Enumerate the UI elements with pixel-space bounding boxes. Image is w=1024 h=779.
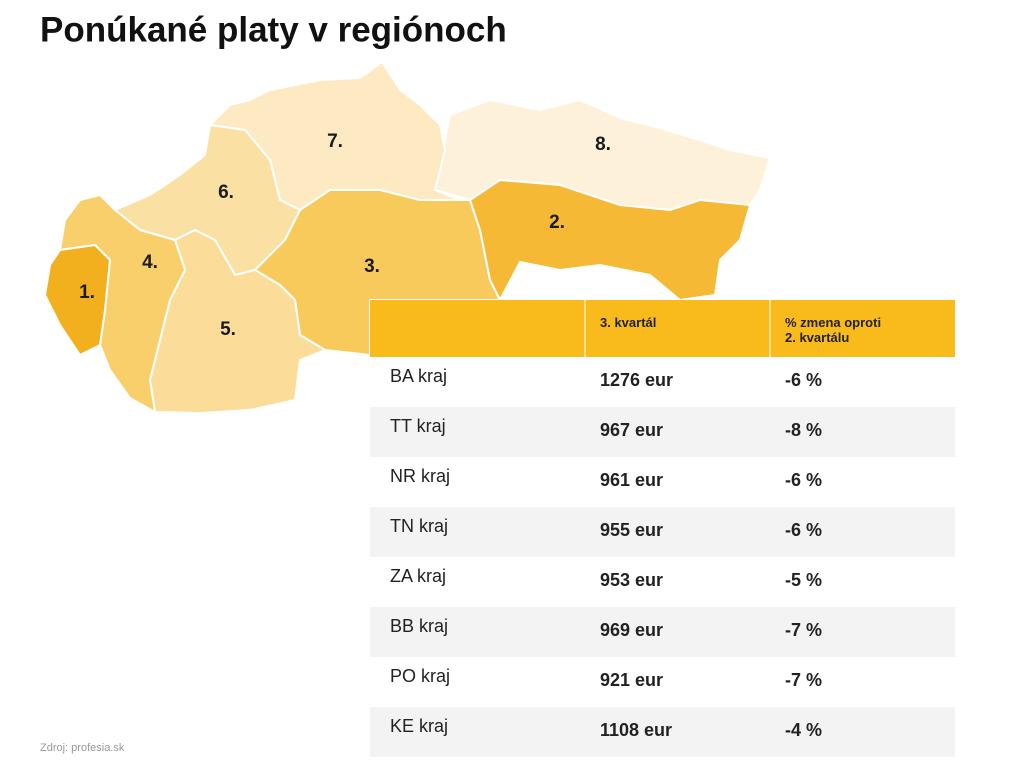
table-cell: -7 % xyxy=(785,620,822,640)
table-cell: 967 eur xyxy=(600,420,663,440)
source: Zdroj: profesia.sk xyxy=(40,742,125,754)
table-cell: 961 eur xyxy=(600,470,663,490)
header-cell: 3. kvartál xyxy=(600,315,656,330)
table-cell: 921 eur xyxy=(600,670,663,690)
region-label: 8. xyxy=(595,134,611,155)
table-header xyxy=(370,300,955,357)
region-label: 4. xyxy=(142,252,158,273)
table-cell: -8 % xyxy=(785,420,822,440)
row-background xyxy=(370,707,955,757)
table-cell: TT kraj xyxy=(390,416,446,436)
region-labels: 1. 2. 3. 4. 5. 6. 7. 8. xyxy=(79,131,611,340)
row-background xyxy=(370,507,955,557)
map xyxy=(44,61,771,414)
region-label: 1. xyxy=(79,282,95,303)
header-cell: % zmena oproti xyxy=(785,315,881,330)
region-label: 2. xyxy=(549,212,565,233)
region-label: 5. xyxy=(220,319,236,340)
table-cell: BA kraj xyxy=(390,366,447,386)
region-label: 7. xyxy=(327,131,343,152)
table-cell: 1108 eur xyxy=(600,720,672,740)
table-cell: -6 % xyxy=(785,370,822,390)
table-cell: 955 eur xyxy=(600,520,663,540)
table-cell: 1276 eur xyxy=(600,370,673,390)
table-cell: TN kraj xyxy=(390,516,448,536)
table-cell: -4 % xyxy=(785,720,822,740)
table-cell: NR kraj xyxy=(390,466,450,486)
table-cell: -5 % xyxy=(785,570,822,590)
header-cell: 2. kvartálu xyxy=(785,330,849,345)
row-background xyxy=(370,407,955,457)
table-cell: BB kraj xyxy=(390,616,448,636)
table-cell: PO kraj xyxy=(390,666,450,686)
region-label: 3. xyxy=(364,256,380,277)
table-cell: -6 % xyxy=(785,520,822,540)
table-cell: -7 % xyxy=(785,670,822,690)
title: Ponúkané platy v regiónoch xyxy=(40,10,507,49)
region-1 xyxy=(44,244,111,356)
table-cell: -6 % xyxy=(785,470,822,490)
table-cell: 953 eur xyxy=(600,570,663,590)
table-cell: ZA kraj xyxy=(390,566,446,586)
region-label: 6. xyxy=(218,182,234,203)
table-cell: 969 eur xyxy=(600,620,663,640)
table-cell: KE kraj xyxy=(390,716,448,736)
row-background xyxy=(370,607,955,657)
